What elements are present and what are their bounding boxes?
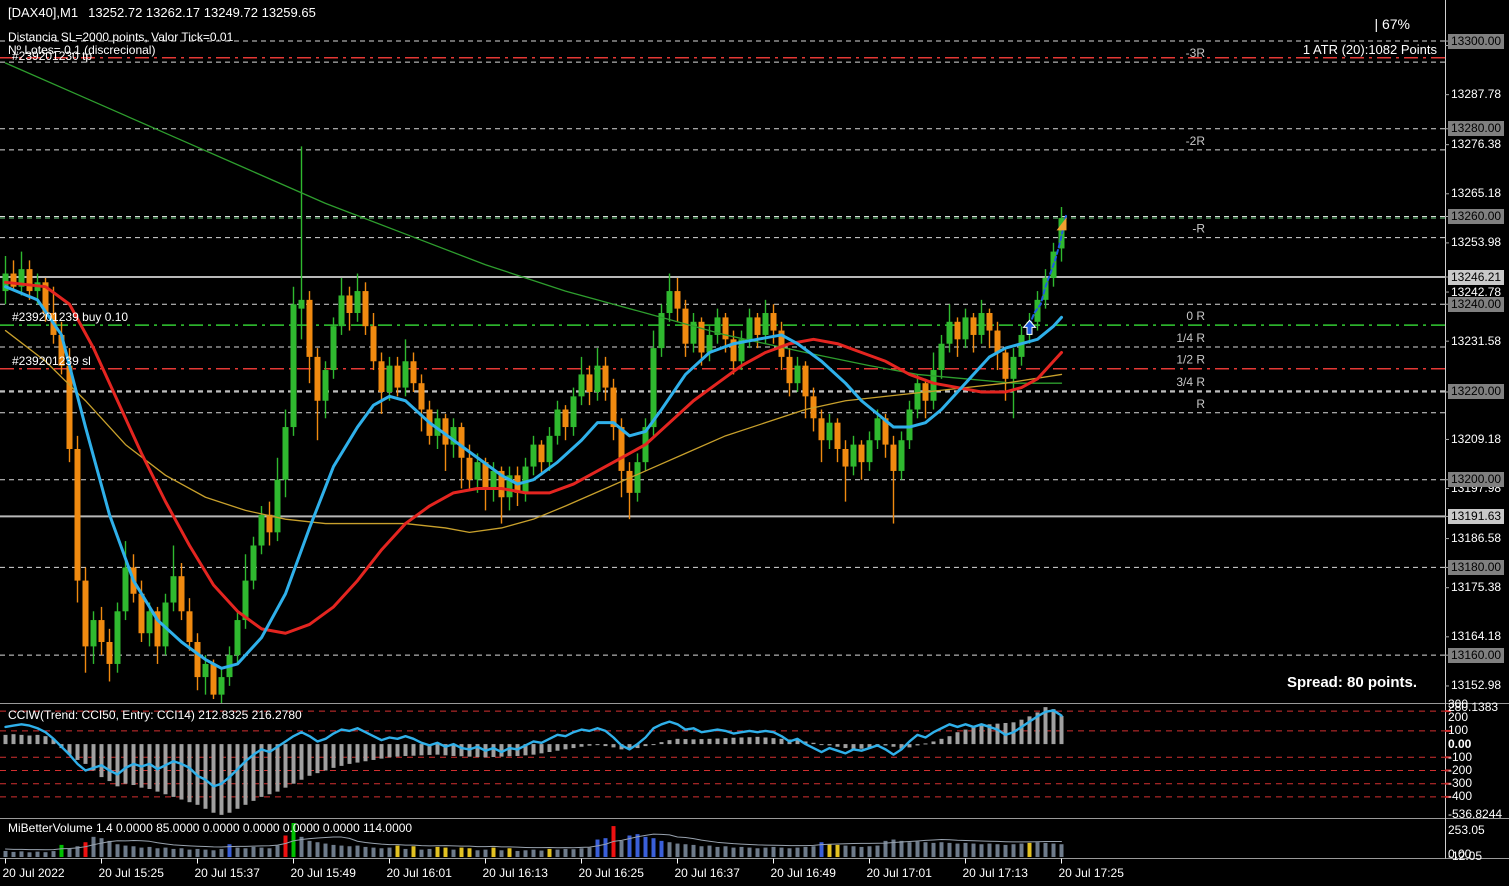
chart-title: [DAX40],M1 13252.72 13262.17 13249.72 132… [8,5,316,21]
price-tick-label: 13164.18 [1451,629,1502,644]
cci-pane-layer [0,707,1445,815]
cci-max-label: 280.1383 [1448,699,1499,714]
price-tick-label: 13209.18 [1451,431,1502,446]
comment-line-1: Distancia SL=2000 points, Valor Tick=0.0… [8,30,234,44]
r-level-label: -R [1192,222,1205,236]
time-tick-label: 20 Jul 16:49 [770,866,836,880]
tp-line-label: #239201230 tp [12,49,93,63]
r-level-labels: -3R -2R -R 0 R 1/4 R 1/2 R 3/4 R R [1176,46,1205,411]
r-level-label: R [1196,397,1205,411]
time-tick-label: 20 Jul 17:25 [1058,866,1124,880]
time-tick-label: 20 Jul 16:25 [578,866,644,880]
time-tick-label: 20 Jul 15:37 [194,866,260,880]
cci-scale-label: 100 [1448,723,1469,738]
cci-scale-label: -300 [1448,776,1473,791]
price-tick-label: 13152.98 [1451,678,1502,693]
price-level-label: 13280.00 [1448,121,1505,137]
percent-indicator: | 67% [1374,16,1410,32]
spread-label: Spread: 80 points. [1286,674,1417,691]
price-level-label: 13180.00 [1448,559,1505,575]
volume-scale-label: -12.05 [1448,849,1483,863]
time-ticks-layer [5,858,1062,864]
buy-line-label: #239201239 buy 0.10 [12,310,129,324]
cci-min-label: -536.8244 [1448,807,1503,822]
time-tick-label: 20 Jul 16:37 [674,866,740,880]
price-tick-label: 13265.18 [1451,186,1502,201]
price-level-label: 13240.00 [1448,296,1505,312]
r-level-label: 0 R [1186,309,1205,323]
volume-scale-label: 253.05 [1448,823,1485,837]
time-tick-label: 20 Jul 16:13 [482,866,548,880]
comment-line-2: Nº Lotes= 0.1 (discrecional) [8,43,156,57]
cci-scale-label: -100 [1448,749,1473,764]
price-tick-label: 13287.78 [1451,87,1502,102]
buy-arrow-icon [1022,319,1037,335]
time-tick-label: 20 Jul 2022 [2,866,65,880]
cci-scale-label: 0.00 [1448,736,1472,751]
ohlc-values: 13252.72 13262.17 13249.72 13259.65 [88,5,316,20]
price-line-label: 13246.21 [1448,269,1505,285]
price-tick-label: 13253.98 [1451,235,1502,250]
price-tick-label: 13175.38 [1451,580,1502,595]
trade-markers-layer [1022,213,1068,335]
time-tick-label: 20 Jul 15:49 [290,866,356,880]
price-tick-label: 13186.58 [1451,531,1502,546]
moving-averages-layer [4,62,1063,670]
price-level-label: 13300.00 [1448,33,1505,49]
price-tick-label: 13231.58 [1451,333,1502,348]
cci-scale-label: -400 [1448,789,1473,804]
time-tick-label: 20 Jul 15:25 [98,866,164,880]
atr-indicator: 1 ATR (20):1082 Points [1302,42,1437,57]
volume-indicator-label: MiBetterVolume 1.4 0.0000 85.0000 0.0000… [8,821,413,835]
candles-layer [2,146,1065,704]
r-level-label: 1/2 R [1176,353,1205,367]
price-line-label: 13191.63 [1448,508,1505,524]
price-level-label: 13260.00 [1448,209,1505,224]
price-tick-label: 13242.78 [1451,284,1502,299]
symbol-period: [DAX40],M1 [8,5,79,20]
volume-pane-layer [3,822,1064,857]
separators-layer [0,0,1509,859]
cci-scale-label: 200 [1448,710,1469,725]
price-level-label: 13160.00 [1448,647,1505,663]
time-tick-label: 20 Jul 17:13 [962,866,1028,880]
sl-line-label: #239201239 sl [12,354,91,368]
r-level-label: -3R [1186,46,1206,60]
r-level-label: 3/4 R [1176,375,1205,389]
r-level-label: 1/4 R [1176,331,1205,345]
time-tick-label: 20 Jul 17:01 [866,866,932,880]
cci-indicator-label: CCIW(Trend: CCI50, Entry: CCI14) 212.832… [8,708,302,722]
price-tick-label: 13276.38 [1451,137,1502,152]
price-level-label: 13200.00 [1448,472,1505,488]
position-end-marker-icon [1056,217,1067,231]
cci-scale-label: -200 [1448,763,1473,777]
r-level-label: -2R [1186,134,1206,148]
time-tick-label: 20 Jul 16:01 [386,866,452,880]
price-level-label: 13220.00 [1448,384,1505,400]
cci-scale-label: 300 [1448,697,1469,711]
volume-scale-label: 0.00 [1448,847,1472,861]
